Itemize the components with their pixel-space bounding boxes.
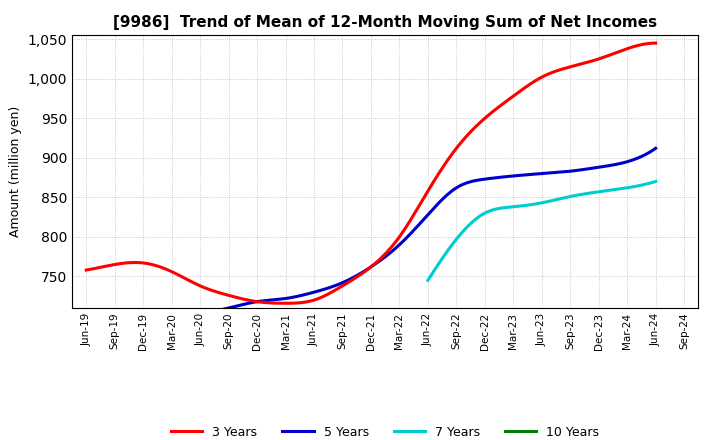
Y-axis label: Amount (million yen): Amount (million yen)	[9, 106, 22, 237]
Title: [9986]  Trend of Mean of 12-Month Moving Sum of Net Incomes: [9986] Trend of Mean of 12-Month Moving …	[113, 15, 657, 30]
Legend: 3 Years, 5 Years, 7 Years, 10 Years: 3 Years, 5 Years, 7 Years, 10 Years	[166, 421, 604, 440]
